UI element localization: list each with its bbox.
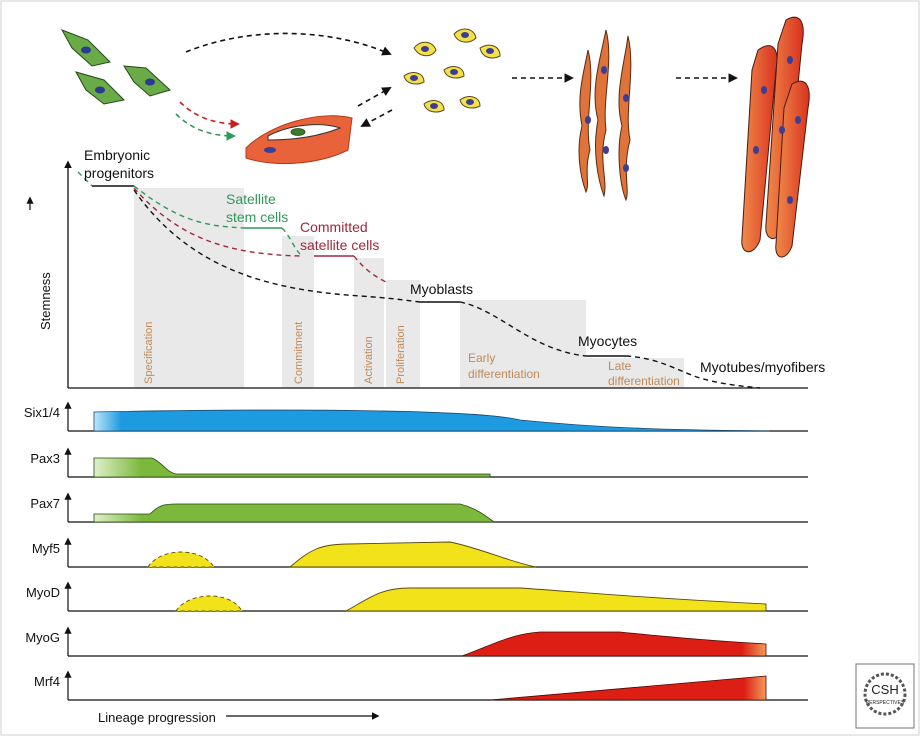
expression-myod-embryonic <box>175 595 243 612</box>
phase-band-specification <box>134 188 244 388</box>
label-committed-1: Committed <box>300 219 368 235</box>
curve-committed <box>133 187 387 283</box>
gene-label-six: Six1/4 <box>24 405 60 420</box>
label-myotubes: Myotubes/myofibers <box>700 359 825 375</box>
curve-satellite <box>77 171 301 255</box>
arrow-red-to-niche <box>179 101 240 129</box>
label-embryonic-2: progenitors <box>84 165 154 181</box>
expression-pax3 <box>93 457 491 478</box>
gene-label-mrf4: Mrf4 <box>34 674 60 689</box>
phase-band-activation <box>354 258 384 388</box>
expression-six <box>93 409 771 432</box>
gene-label-pax7: Pax7 <box>30 496 60 511</box>
label-committed-2: satellite cells <box>300 237 379 253</box>
phase-early-2: differentiation <box>468 367 540 381</box>
expression-mrf4 <box>489 675 767 701</box>
embryonic-progenitor-cells-illustration <box>60 29 171 105</box>
phase-specification: Specification <box>143 322 155 384</box>
myotubes-illustration <box>741 16 810 258</box>
expression-myf5-adult <box>288 541 537 568</box>
csh-perspectives-logo: CSH PERSPECTIVES <box>855 663 915 729</box>
label-satellite-2: stem cells <box>226 209 288 225</box>
gene-label-myf5: Myf5 <box>32 541 60 556</box>
phase-band-late-differentiation <box>586 358 684 388</box>
phase-early-1: Early <box>468 351 495 365</box>
gene-label-myod: MyoD <box>26 585 60 600</box>
label-myoblasts: Myoblasts <box>410 281 473 297</box>
label-myocytes: Myocytes <box>578 333 637 349</box>
arrow-myoblast-to-niche <box>360 109 393 127</box>
arrow-niche-to-myoblast <box>357 87 392 107</box>
label-embryonic-1: Embryonic <box>84 147 150 163</box>
phase-late-1: Late <box>608 359 632 373</box>
label-satellite-1: Satellite <box>226 191 276 207</box>
logo-text-2: PERSPECTIVES <box>866 700 905 706</box>
gene-label-pax3: Pax3 <box>30 451 60 466</box>
phase-activation: Activation <box>363 336 375 384</box>
myoblasts-illustration <box>403 28 501 113</box>
expression-myf5-embryonic <box>147 551 215 568</box>
phase-band-early-differentiation <box>460 300 586 388</box>
expression-myod-adult <box>345 587 767 612</box>
curve-main-lineage <box>133 189 761 389</box>
arrow-green-to-niche <box>175 113 236 141</box>
stemness-axis-label: Stemness <box>38 272 53 330</box>
satellite-cell-niche-illustration <box>245 115 353 165</box>
gene-label-myog: MyoG <box>25 630 60 645</box>
phase-proliferation: Proliferation <box>395 325 407 384</box>
phase-late-2: differentiation <box>608 374 680 388</box>
logo-text-1: CSH <box>871 682 898 697</box>
x-axis-label: Lineage progression <box>98 710 216 725</box>
phase-band-commitment <box>282 236 314 388</box>
expression-pax7 <box>93 503 496 523</box>
stemness-panel: Stemness Embryonic progenitors Satellite… <box>26 147 825 389</box>
cell-illustrations <box>60 16 810 258</box>
expression-myog <box>461 631 767 657</box>
phase-commitment: Commitment <box>293 322 305 384</box>
myocytes-illustration <box>578 29 632 202</box>
arrow-progenitor-to-myoblast <box>185 32 392 56</box>
